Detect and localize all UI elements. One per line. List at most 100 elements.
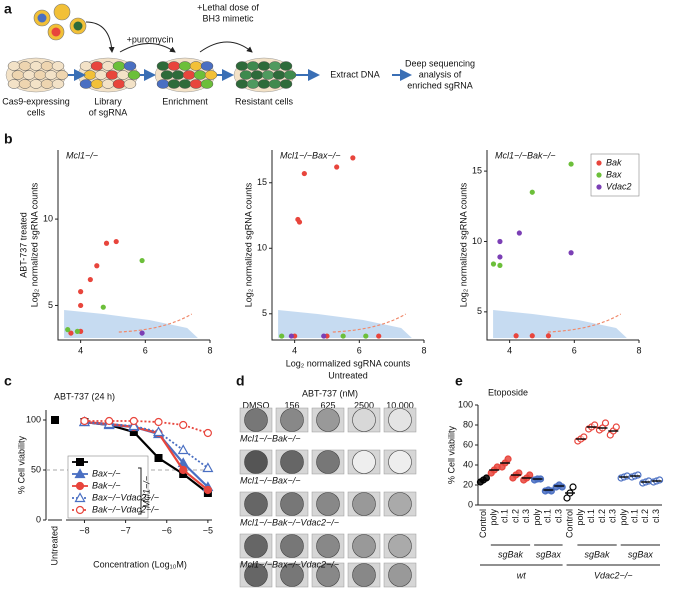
x-tick-label: 6 <box>143 345 148 355</box>
cell <box>18 79 32 89</box>
arrow <box>119 43 176 53</box>
marker <box>51 416 59 424</box>
cell <box>268 79 282 89</box>
axis-label: poly <box>532 509 542 526</box>
axis <box>271 150 424 341</box>
plasmid-core <box>37 13 47 23</box>
well <box>316 408 340 432</box>
marker <box>202 462 214 473</box>
point <box>334 164 340 170</box>
cell <box>127 70 141 80</box>
y-tick-label: 100 <box>458 399 473 409</box>
cell <box>189 61 203 71</box>
treatment-label: +Lethal dose of <box>197 2 259 12</box>
well <box>388 563 412 587</box>
cell <box>178 61 192 71</box>
cell <box>94 70 108 80</box>
axis-label: cl.1 <box>629 509 639 523</box>
axis-label: cl.2 <box>510 509 520 523</box>
well <box>244 534 268 558</box>
axis-label: cl.3 <box>651 509 661 523</box>
well <box>244 563 268 587</box>
cell <box>257 61 271 71</box>
axis-label: cl.1 <box>543 509 553 523</box>
arrow <box>85 21 115 53</box>
panel-label: a <box>4 1 12 17</box>
cell <box>40 61 54 71</box>
axis-label: % Cell viability <box>446 425 456 484</box>
point <box>526 471 534 479</box>
plasmid-core <box>57 7 67 17</box>
axis-label: cl.3 <box>608 509 618 523</box>
cell <box>112 61 126 71</box>
y-tick-label: 80 <box>463 419 473 429</box>
cell <box>189 79 203 89</box>
cell <box>235 61 249 71</box>
marker <box>75 481 85 491</box>
legend-bracket <box>138 467 142 515</box>
cell <box>261 70 275 80</box>
column-header: 10,000 <box>386 400 414 410</box>
well <box>352 450 376 474</box>
point <box>350 155 356 161</box>
step-label: cells <box>27 107 46 117</box>
step-label: Deep sequencing <box>405 58 475 68</box>
x-tick-label: 8 <box>636 345 641 355</box>
marker <box>80 416 89 426</box>
point <box>504 455 512 463</box>
cell <box>51 61 65 71</box>
cell <box>167 79 181 89</box>
point <box>568 161 574 167</box>
y-tick-label: 10 <box>43 213 53 223</box>
axis-label: cl.2 <box>640 509 650 523</box>
row-label: Mcl1−/−Bax−/−Vdac2−/− <box>240 559 339 569</box>
plasmid-core <box>51 27 61 37</box>
arrow <box>199 41 253 53</box>
axis <box>57 150 210 341</box>
x-axis-label: Untreated <box>328 370 368 380</box>
marker <box>203 428 212 438</box>
plasmid-core <box>73 21 83 31</box>
axis-label: poly <box>575 509 585 526</box>
point <box>139 330 145 336</box>
well <box>244 492 268 516</box>
point <box>490 261 497 267</box>
point <box>529 333 535 339</box>
point <box>497 238 503 245</box>
x-tick-label: 4 <box>292 345 297 355</box>
axis-label: Untreated <box>49 526 59 566</box>
x-tick-label: −7 <box>120 525 130 535</box>
well <box>388 450 412 474</box>
marker <box>74 492 86 503</box>
column-header: 2500 <box>354 400 374 410</box>
row-label: Mcl1−/−Bak−/− <box>240 433 301 443</box>
cell <box>11 70 25 80</box>
legend-label: Bax−/− <box>92 468 121 478</box>
background-points <box>493 310 627 338</box>
step-label: analysis of <box>419 69 462 79</box>
cell <box>279 61 293 71</box>
marker <box>177 444 189 455</box>
legend-label: Bak−/−Vdac2−/− <box>92 504 159 514</box>
cell <box>156 61 170 71</box>
marker <box>179 465 188 475</box>
x-tick-label: 8 <box>207 345 212 355</box>
point <box>100 304 106 310</box>
panel-label: b <box>4 131 13 147</box>
panel-label: c <box>4 373 12 389</box>
axis-label: cl.3 <box>521 509 531 523</box>
row-label: Mcl1−/−Bax−/− <box>240 475 301 485</box>
cell <box>112 79 126 89</box>
point <box>301 170 307 177</box>
step-label: Cas9-expressing <box>2 96 70 106</box>
point <box>74 328 81 334</box>
point <box>113 238 119 245</box>
x-tick-label: −6 <box>162 525 172 535</box>
well <box>280 563 304 587</box>
cell <box>246 79 260 89</box>
cell <box>83 70 97 80</box>
cell <box>283 70 297 80</box>
point <box>545 333 552 339</box>
cell <box>105 70 119 80</box>
